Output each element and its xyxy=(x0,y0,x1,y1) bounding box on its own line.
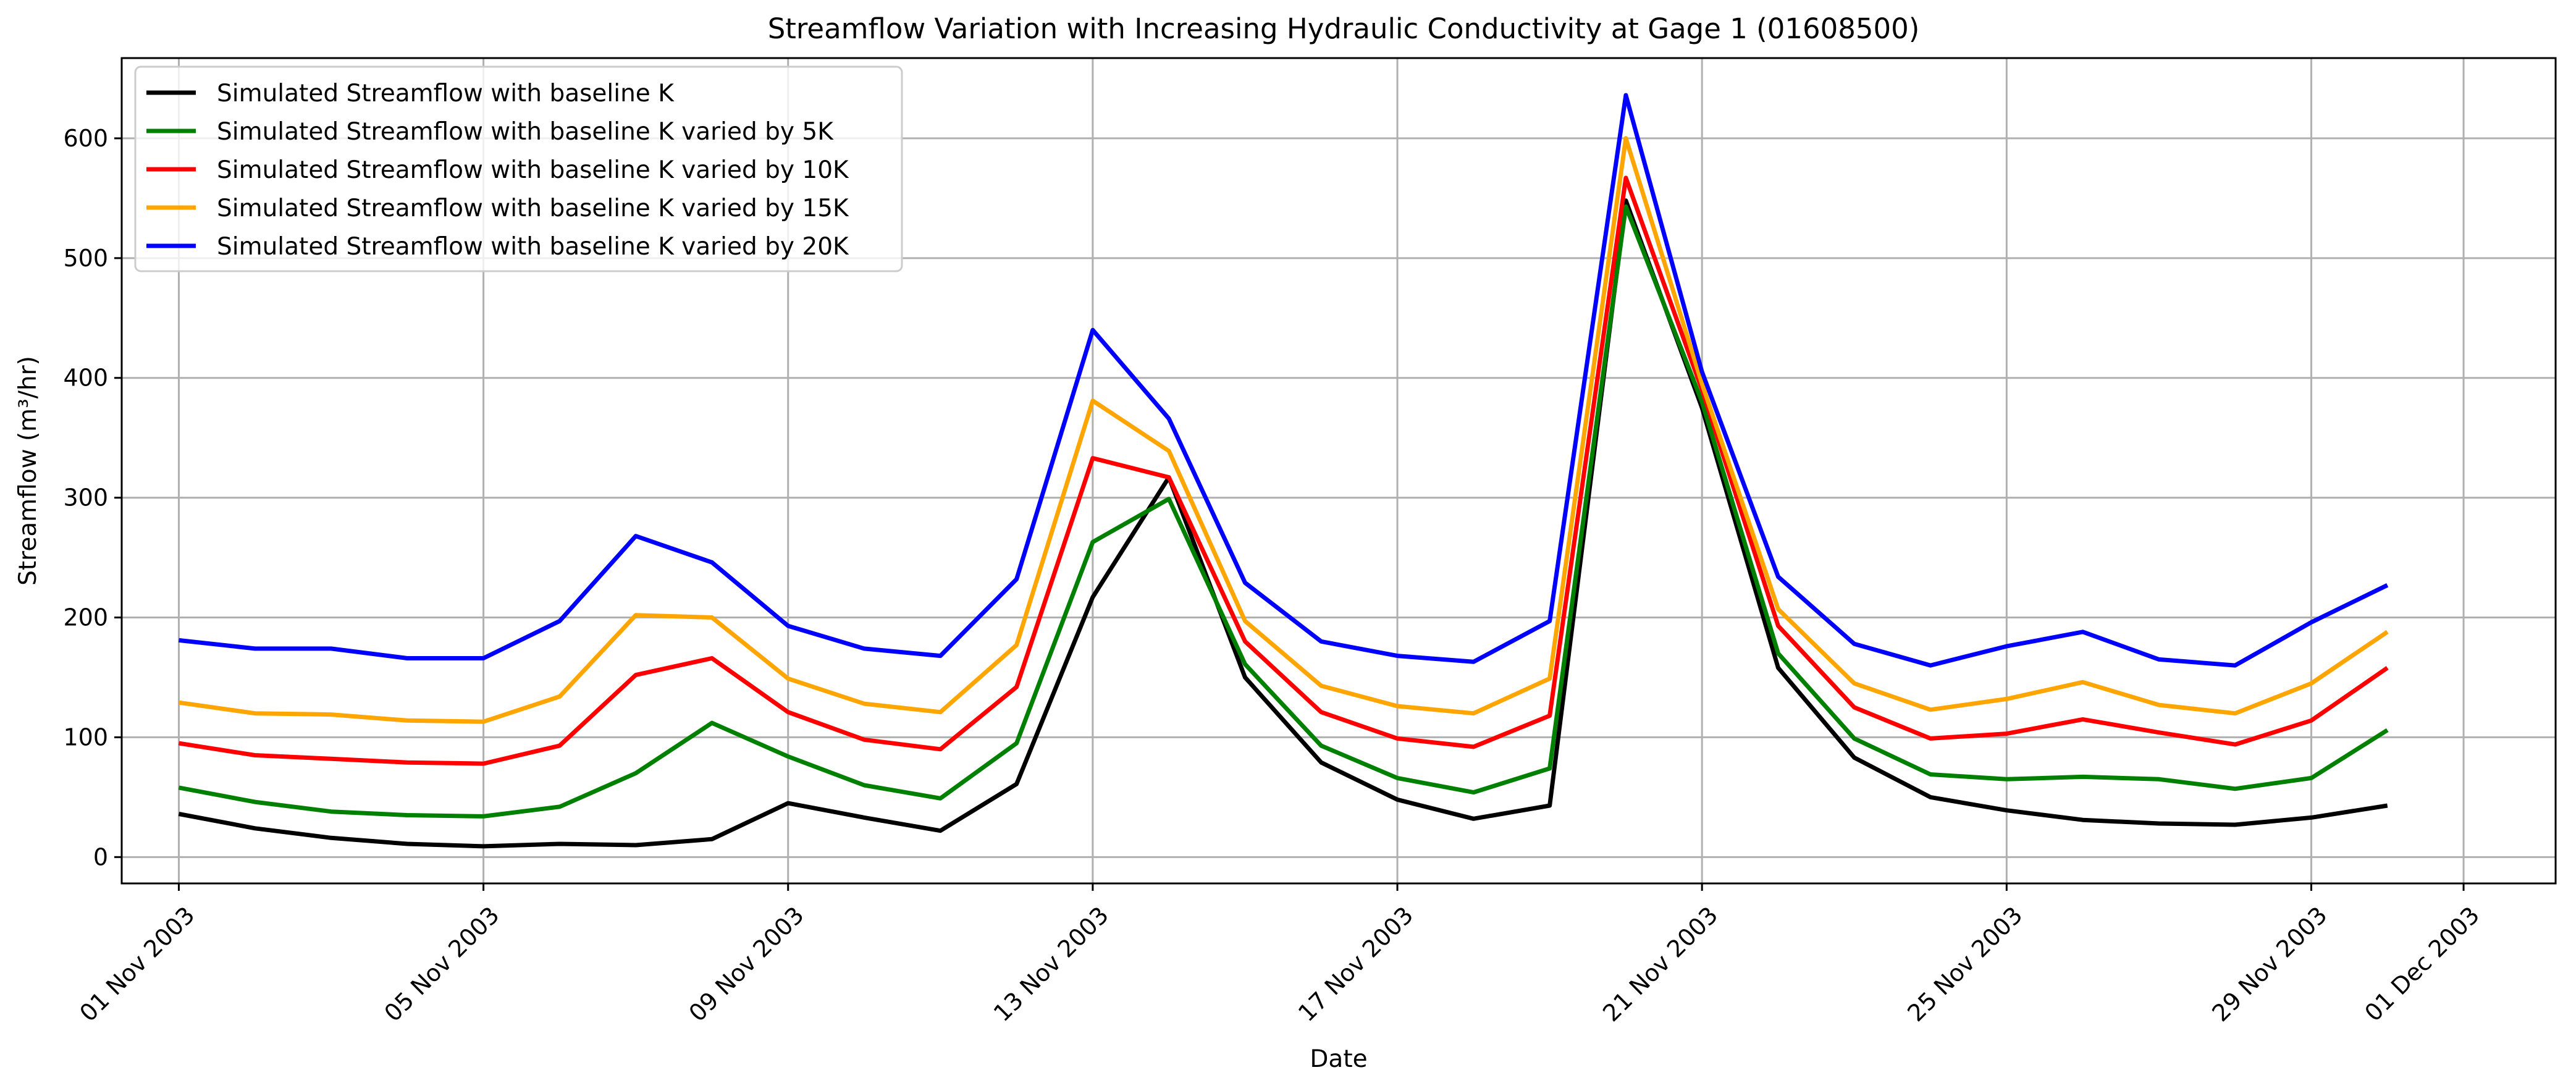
legend-box xyxy=(134,65,903,272)
y-tick-label: 0 xyxy=(93,843,108,870)
series-line-3 xyxy=(179,136,2389,724)
legend-label-1: Simulated Streamflow with baseline K var… xyxy=(217,118,834,146)
y-tick-label: 600 xyxy=(63,125,108,152)
legend-label-3: Simulated Streamflow with baseline K var… xyxy=(217,195,849,222)
x-axis-label: Date xyxy=(1310,1045,1367,1073)
series-line-0 xyxy=(178,198,2388,849)
legend-label-2: Simulated Streamflow with baseline K var… xyxy=(217,156,849,184)
y-tick-label: 200 xyxy=(63,604,108,631)
y-tick-label: 500 xyxy=(63,245,108,272)
series-line-1 xyxy=(178,204,2389,819)
series-line-4 xyxy=(179,93,2389,668)
y-tick-label: 400 xyxy=(63,364,108,392)
legend: Simulated Streamflow with baseline K Simu… xyxy=(134,65,903,272)
series-line-2 xyxy=(178,175,2389,766)
y-tick-label: 300 xyxy=(63,484,108,512)
series-lines xyxy=(178,93,2389,849)
chart-title: Streamflow Variation with Increasing Hyd… xyxy=(768,12,1920,45)
y-tick-label: 100 xyxy=(63,723,108,751)
y-axis-label: Streamflow (m³/hr) xyxy=(14,356,42,586)
plot-frame xyxy=(120,57,2557,885)
legend-label-0: Simulated Streamflow with baseline K xyxy=(217,80,675,107)
legend-label-4: Simulated Streamflow with baseline K var… xyxy=(217,233,849,261)
